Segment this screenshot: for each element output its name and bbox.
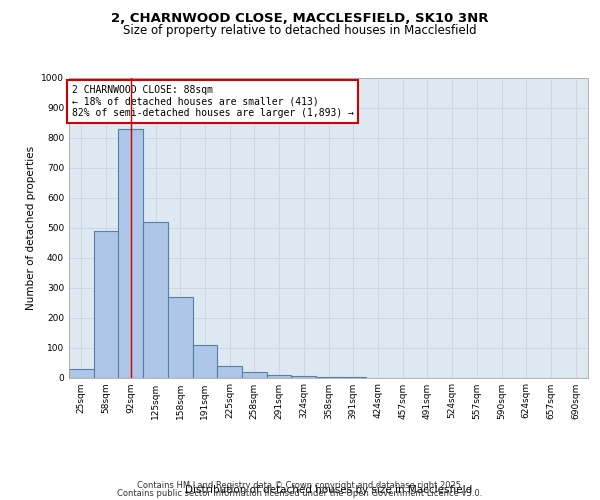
Bar xyxy=(267,374,292,378)
X-axis label: Distribution of detached houses by size in Macclesfield: Distribution of detached houses by size … xyxy=(185,486,472,496)
Bar xyxy=(316,377,341,378)
Bar xyxy=(118,128,143,378)
Y-axis label: Number of detached properties: Number of detached properties xyxy=(26,146,35,310)
Text: Contains public sector information licensed under the Open Government Licence v3: Contains public sector information licen… xyxy=(118,489,482,498)
Bar xyxy=(242,372,267,378)
Bar xyxy=(193,344,217,378)
Bar xyxy=(69,368,94,378)
Text: 2, CHARNWOOD CLOSE, MACCLESFIELD, SK10 3NR: 2, CHARNWOOD CLOSE, MACCLESFIELD, SK10 3… xyxy=(111,12,489,26)
Bar xyxy=(217,366,242,378)
Bar xyxy=(341,377,365,378)
Bar xyxy=(168,296,193,378)
Text: Size of property relative to detached houses in Macclesfield: Size of property relative to detached ho… xyxy=(123,24,477,37)
Bar xyxy=(94,230,118,378)
Bar xyxy=(292,376,316,378)
Bar xyxy=(143,222,168,378)
Text: Contains HM Land Registry data © Crown copyright and database right 2025.: Contains HM Land Registry data © Crown c… xyxy=(137,481,463,490)
Text: 2 CHARNWOOD CLOSE: 88sqm
← 18% of detached houses are smaller (413)
82% of semi-: 2 CHARNWOOD CLOSE: 88sqm ← 18% of detach… xyxy=(71,85,353,118)
